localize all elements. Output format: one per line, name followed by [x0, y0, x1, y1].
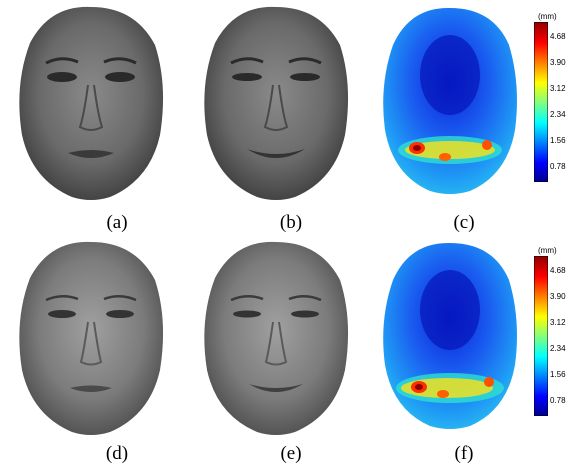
colorbar-tick: 1.56 — [550, 370, 566, 379]
colorbar-unit: (mm) — [538, 12, 557, 21]
colorbar-top: (mm) 4.68 3.90 3.12 2.34 1.56 0.78 — [532, 12, 572, 184]
panel-label-e: (e) — [280, 443, 302, 464]
face-image-e — [204, 241, 349, 435]
face-image-b — [204, 6, 349, 201]
colorbar-tick: 2.34 — [550, 344, 566, 353]
colorbar-tick: 1.56 — [550, 136, 566, 145]
panel-label-c: (c) — [453, 212, 475, 233]
colorbar-tick: 3.90 — [550, 58, 566, 67]
face-image-d — [19, 241, 164, 435]
heatmap-c — [383, 7, 517, 194]
panel-label-d: (d) — [105, 443, 129, 464]
panel-label-b: (b) — [279, 212, 303, 233]
colorbar-tick: 0.78 — [550, 396, 566, 405]
colorbar-tick: 3.90 — [550, 292, 566, 301]
colorbar-tick: 2.34 — [550, 110, 566, 119]
face-image-a — [19, 6, 164, 201]
colorbar-tick: 3.12 — [550, 84, 566, 93]
panel-label-f: (f) — [454, 443, 474, 464]
colorbar-tick: 4.68 — [550, 32, 566, 41]
colorbar-tick: 3.12 — [550, 318, 566, 327]
colorbar-tick: 4.68 — [550, 266, 566, 275]
colorbar-unit: (mm) — [538, 246, 557, 255]
panel-label-a: (a) — [106, 212, 128, 233]
heatmap-f — [383, 242, 517, 429]
colorbar-tick: 0.78 — [550, 162, 566, 171]
colorbar-bottom: (mm) 4.68 3.90 3.12 2.34 1.56 0.78 — [532, 246, 572, 418]
